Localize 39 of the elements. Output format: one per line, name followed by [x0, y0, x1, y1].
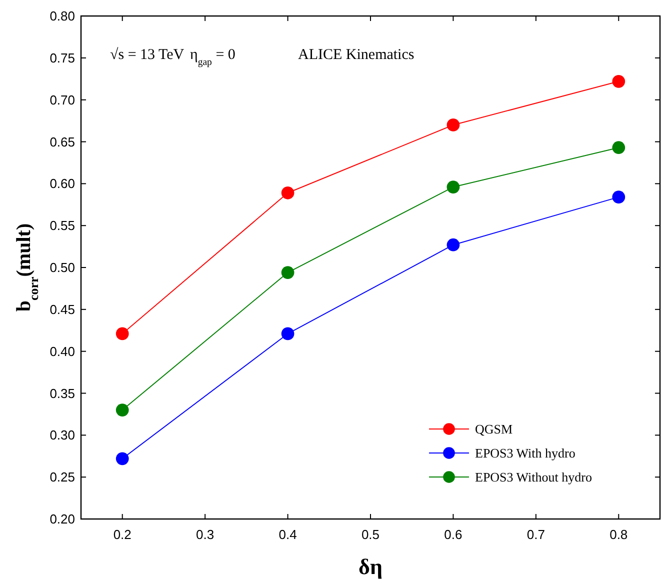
annotation: √s = 13 TeV — [110, 47, 184, 63]
point — [446, 180, 460, 194]
point — [446, 118, 460, 132]
y-tick-label: 0.50 — [50, 260, 75, 276]
y-tick-label: 0.75 — [50, 50, 75, 66]
x-tick-label: 0.3 — [196, 527, 214, 542]
x-tick-label: 0.4 — [278, 527, 297, 542]
y-tick-label: 0.70 — [50, 92, 75, 108]
x-tick-label: 0.5 — [361, 527, 380, 542]
legend-label: EPOS3 Without hydro — [475, 470, 592, 485]
legend-label: EPOS3 With hydro — [475, 446, 576, 461]
y-tick-label: 0.20 — [50, 512, 75, 527]
annotation: ALICE Kinematics — [298, 47, 414, 63]
point — [446, 238, 460, 252]
x-tick-label: 0.8 — [610, 527, 628, 542]
point — [612, 74, 626, 88]
point — [116, 327, 129, 340]
x-tick-label: 0.2 — [113, 527, 132, 542]
x-tick-label: 0.6 — [444, 527, 462, 542]
x-tick-label: 0.7 — [526, 527, 545, 542]
point — [612, 141, 626, 154]
y-tick-label: 0.60 — [50, 176, 75, 192]
y-tick-label: 0.55 — [50, 218, 75, 234]
y-tick-label: 0.25 — [50, 470, 75, 485]
y-tick-label: 0.40 — [50, 344, 75, 359]
point — [281, 266, 294, 279]
legend-label: QGSM — [475, 422, 514, 437]
point — [281, 186, 294, 200]
point — [612, 190, 626, 204]
annotation: η$_{gap}$ = 0 — [190, 47, 236, 68]
y-tick-label: 0.30 — [50, 428, 75, 443]
point — [281, 327, 294, 340]
y-tick-label: 0.65 — [50, 134, 75, 150]
x-axis-title: δη — [358, 554, 382, 579]
y-tick-label: 0.45 — [50, 302, 75, 317]
y-tick-label: 0.80 — [50, 8, 75, 24]
point — [116, 404, 129, 416]
point — [116, 452, 129, 466]
y-tick-label: 0.35 — [50, 386, 75, 401]
